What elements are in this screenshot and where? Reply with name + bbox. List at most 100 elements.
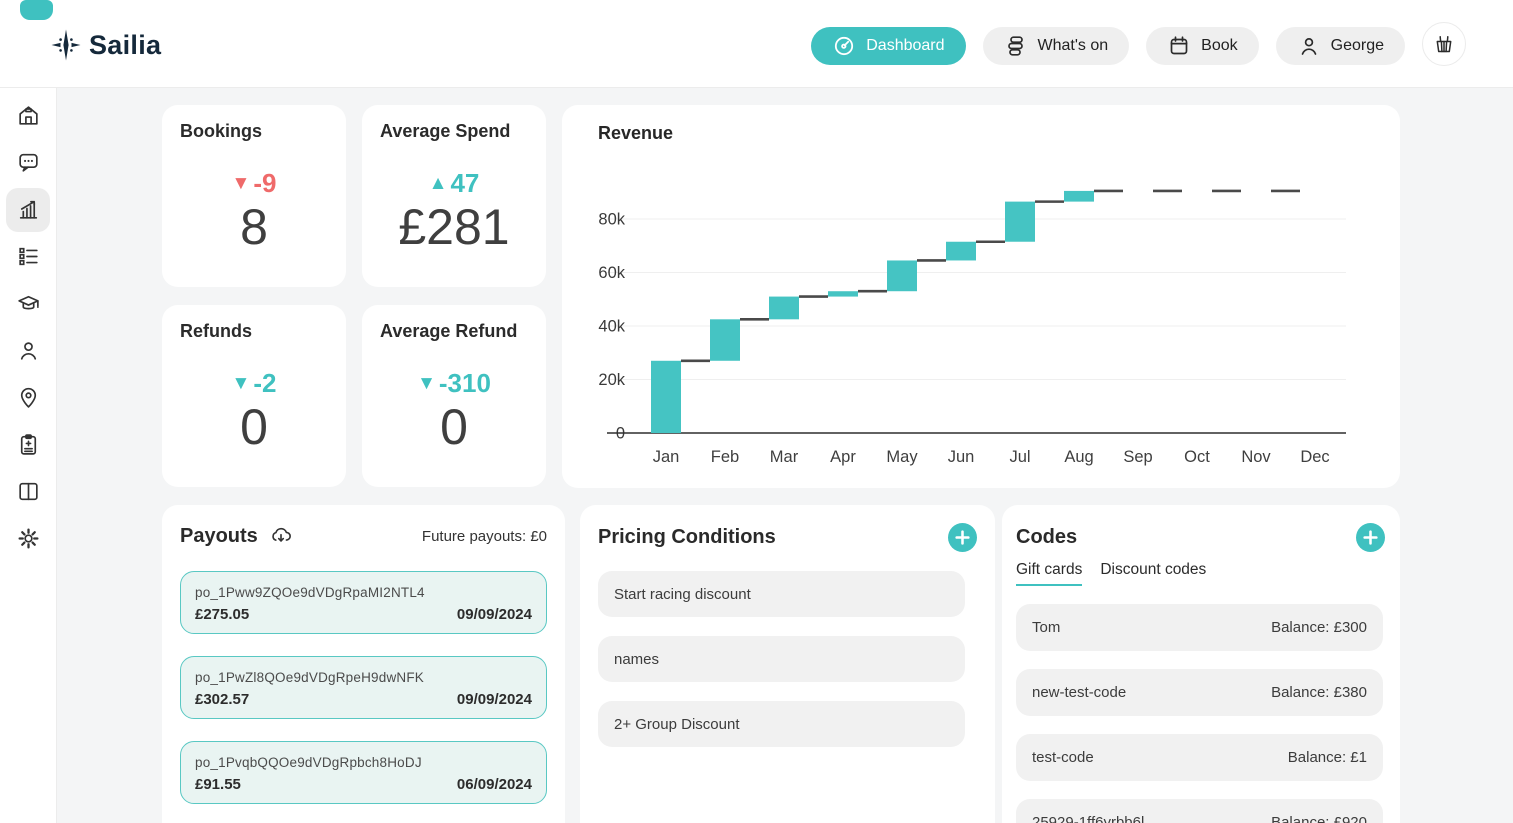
payout-amount: £275.05 [195, 606, 250, 623]
kpi-delta: ▲ 47 [380, 168, 528, 199]
pricing-title: Pricing Conditions [598, 526, 776, 548]
payout-id: po_1PvqbQQOe9dVDgRpbch8HoDJ [195, 755, 422, 770]
revenue-chart-card: Revenue 020k40k60k80kJanFebMarAprMayJunJ… [562, 105, 1400, 488]
svg-text:40k: 40k [598, 318, 625, 336]
nav-book-button[interactable]: Book [1146, 26, 1259, 65]
nav-dashboard-label: Dashboard [866, 36, 945, 54]
kpi-delta: ▼ -9 [180, 168, 328, 199]
bar-chart-icon [16, 197, 41, 222]
pricing-condition-label: Start racing discount [614, 585, 751, 603]
kpi-delta-value: 47 [450, 168, 480, 198]
sidebar-item-messages[interactable] [5, 139, 52, 186]
sidebar-item-home[interactable] [5, 92, 52, 139]
kpi-delta-value: -2 [253, 368, 277, 398]
open-book-icon [16, 479, 41, 504]
download-cloud-icon[interactable] [268, 523, 294, 549]
payout-item[interactable]: po_1Pww9ZQOe9dVDgRpaMI2NTL4 £275.05 09/0… [180, 571, 547, 634]
payout-item[interactable]: po_1PwZl8QOe9dVDgRpeH9dwNFK £302.57 09/0… [180, 656, 547, 719]
kpi-title: Refunds [180, 321, 252, 341]
pricing-condition-item[interactable]: Start racing discount [598, 571, 965, 617]
gift-card-name: new-test-code [1032, 684, 1127, 701]
sidebar-item-settings[interactable] [5, 515, 52, 562]
sidebar-item-customers[interactable] [5, 327, 52, 374]
sidebar-item-analytics[interactable] [5, 186, 52, 233]
sidebar-item-locations[interactable] [5, 374, 52, 421]
revenue-waterfall-chart: 020k40k60k80kJanFebMarAprMayJunJulAugSep… [598, 189, 1346, 466]
kpi-delta: ▼ -2 [180, 368, 328, 399]
sidebar-item-checklist[interactable] [5, 233, 52, 280]
nav-whats-on-button[interactable]: What's on [982, 26, 1130, 65]
svg-text:May: May [886, 448, 918, 466]
gift-card-item[interactable]: new-test-code Balance: £380 [1016, 669, 1383, 716]
home-icon [16, 103, 41, 128]
svg-text:Sep: Sep [1123, 448, 1152, 466]
payout-id: po_1PwZl8QOe9dVDgRpeH9dwNFK [195, 670, 425, 685]
checklist-icon [16, 244, 41, 269]
kpi-title: Bookings [180, 121, 263, 141]
gear-icon [16, 526, 41, 551]
location-pin-icon [16, 385, 41, 410]
kpi-title: Average Spend [380, 121, 511, 141]
add-pricing-condition-button[interactable] [948, 523, 977, 552]
svg-text:20k: 20k [598, 371, 625, 389]
sparkle-star-icon [50, 28, 82, 62]
gift-card-item[interactable]: test-code Balance: £1 [1016, 734, 1383, 781]
payout-item[interactable]: po_1PvqbQQOe9dVDgRpbch8HoDJ £91.55 06/09… [180, 741, 547, 804]
clipboard-plus-icon [16, 432, 41, 457]
codes-tabs: Gift cards Discount codes [1016, 561, 1385, 586]
gift-card-name: test-code [1032, 749, 1094, 766]
pricing-conditions-card: Pricing Conditions Start racing discount… [580, 505, 995, 823]
triangle-down-icon: ▼ [231, 373, 251, 394]
kpi-value: 8 [240, 199, 268, 255]
pricing-condition-item[interactable]: 2+ Group Discount [598, 701, 965, 747]
kpi-card-average-spend: Average Spend ▲ 47 £281 [362, 105, 546, 287]
svg-text:Jan: Jan [653, 448, 680, 466]
svg-text:Jul: Jul [1009, 448, 1030, 466]
logo[interactable]: Sailia [50, 28, 161, 62]
chart-title: Revenue [598, 123, 674, 143]
svg-text:Apr: Apr [830, 448, 856, 466]
nav-account-button[interactable]: George [1275, 26, 1405, 65]
triangle-down-icon: ▼ [417, 373, 436, 394]
svg-text:Mar: Mar [770, 448, 799, 466]
tab-discount-codes[interactable]: Discount codes [1100, 561, 1207, 578]
gauge-icon [832, 34, 856, 58]
kpi-delta-value: -9 [253, 168, 277, 198]
codes-card: Codes Gift cards Discount codes Tom Bala… [1002, 505, 1400, 823]
kpi-card-refunds: Refunds ▼ -2 0 [162, 305, 346, 487]
stacked-list-icon [1004, 34, 1028, 58]
sidebar-item-reports[interactable] [5, 421, 52, 468]
basket-button[interactable] [1422, 22, 1466, 66]
payout-amount: £91.55 [195, 776, 241, 793]
header: Sailia Dashboard What's on [0, 0, 1513, 88]
header-nav: Dashboard What's on Book [811, 22, 1466, 66]
nav-book-label: Book [1201, 36, 1238, 54]
payout-date: 06/09/2024 [456, 776, 532, 793]
corner-accent-tab [20, 0, 53, 20]
svg-text:80k: 80k [598, 211, 625, 229]
svg-text:Aug: Aug [1064, 448, 1093, 466]
plus-icon [1362, 529, 1379, 546]
basket-icon [1432, 32, 1456, 56]
gift-card-item[interactable]: 25929-1ff6yrbb6l Balance: £920 [1016, 799, 1383, 823]
nav-dashboard-button[interactable]: Dashboard [811, 26, 966, 65]
sidebar-item-brochure[interactable] [5, 468, 52, 515]
payout-date: 09/09/2024 [456, 691, 532, 708]
tab-gift-cards[interactable]: Gift cards [1016, 561, 1083, 586]
svg-text:60k: 60k [598, 264, 625, 282]
kpi-value: £281 [398, 199, 510, 255]
svg-text:Nov: Nov [1241, 448, 1271, 466]
add-code-button[interactable] [1356, 523, 1385, 552]
gift-card-balance: Balance: £380 [1271, 684, 1367, 701]
nav-whats-on-label: What's on [1037, 36, 1109, 54]
payouts-card: Payouts Future payouts: £0 po_1Pww9ZQOe9… [162, 505, 565, 823]
kpi-card-average-refund: Average Refund ▼ -310 0 [362, 305, 546, 487]
sidebar-item-courses[interactable] [5, 280, 52, 327]
gift-card-item[interactable]: Tom Balance: £300 [1016, 604, 1383, 651]
gift-card-balance: Balance: £300 [1271, 619, 1367, 636]
chat-icon [16, 150, 41, 175]
svg-text:Jun: Jun [948, 448, 975, 466]
pricing-condition-item[interactable]: names [598, 636, 965, 682]
triangle-down-icon: ▼ [231, 173, 251, 194]
graduation-cap-icon [16, 291, 41, 316]
